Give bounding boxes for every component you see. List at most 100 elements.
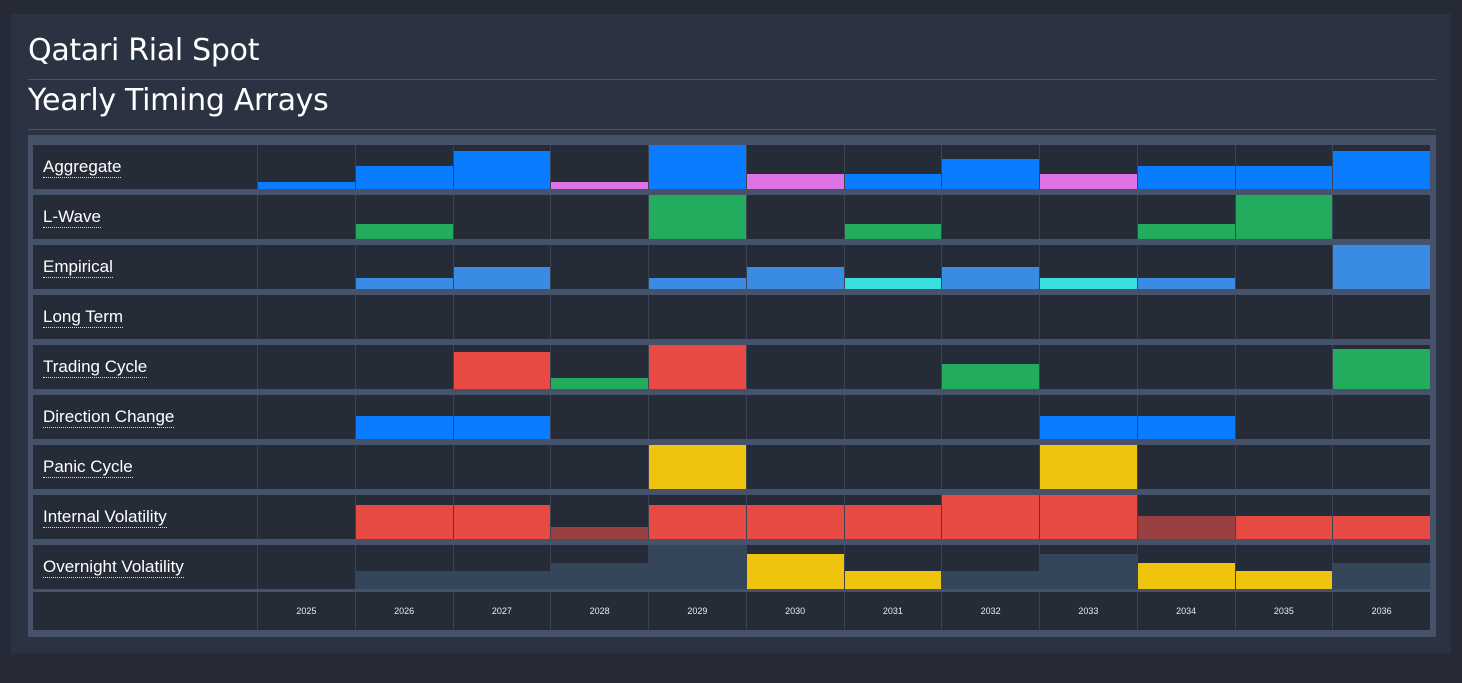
cell-long-term-2032 — [941, 295, 1039, 339]
cell-internal-volatility-2032 — [941, 495, 1039, 539]
row-label-long-term[interactable]: Long Term — [43, 295, 124, 339]
bar-overnight-volatility-2031[interactable] — [844, 570, 942, 589]
cell-internal-volatility-2033 — [1039, 495, 1137, 539]
bar-empirical-2030[interactable] — [746, 267, 844, 289]
bar-internal-volatility-2034[interactable] — [1137, 516, 1235, 539]
cell-direction-change-2029 — [648, 395, 746, 439]
bar-aggregate-2030[interactable] — [746, 174, 844, 189]
bar-trading-cycle-2027[interactable] — [453, 352, 551, 389]
bar-l-wave-2034[interactable] — [1137, 224, 1235, 239]
bar-empirical-2034[interactable] — [1137, 278, 1235, 289]
bar-overnight-volatility-2026[interactable] — [355, 570, 453, 589]
row-label-text: Direction Change — [43, 407, 175, 428]
bar-aggregate-2025[interactable] — [258, 181, 355, 189]
cell-aggregate-2028 — [550, 145, 648, 189]
row-empirical: Empirical — [33, 245, 1430, 289]
bar-l-wave-2026[interactable] — [355, 224, 453, 239]
bar-overnight-volatility-2032[interactable] — [942, 570, 1039, 589]
bar-internal-volatility-2036[interactable] — [1333, 516, 1430, 539]
row-label-l-wave[interactable]: L-Wave — [43, 195, 101, 239]
row-label-direction-change[interactable]: Direction Change — [43, 395, 175, 439]
bar-overnight-volatility-2029[interactable] — [649, 545, 746, 589]
bar-aggregate-2036[interactable] — [1333, 151, 1430, 189]
bar-panic-cycle-2033[interactable] — [1040, 445, 1137, 489]
bar-empirical-2033[interactable] — [1040, 278, 1137, 289]
cell-long-term-2031 — [843, 295, 942, 339]
bar-empirical-2029[interactable] — [649, 278, 746, 289]
bar-internal-volatility-2032[interactable] — [942, 495, 1039, 539]
cell-empirical-2025 — [257, 245, 355, 289]
bar-direction-change-2033[interactable] — [1040, 416, 1137, 439]
row-label-aggregate[interactable]: Aggregate — [43, 145, 122, 189]
bar-overnight-volatility-2030[interactable] — [746, 553, 844, 589]
row-label-trading-cycle[interactable]: Trading Cycle — [43, 345, 148, 389]
bar-empirical-2031[interactable] — [844, 278, 942, 289]
year-tick-label: 2036 — [1332, 592, 1430, 630]
cell-panic-cycle-2026 — [354, 445, 453, 489]
cell-l-wave-2036 — [1332, 195, 1430, 239]
bar-empirical-2036[interactable] — [1333, 245, 1430, 289]
cell-empirical-2035 — [1234, 245, 1333, 289]
bar-internal-volatility-2030[interactable] — [746, 505, 844, 539]
bar-direction-change-2034[interactable] — [1137, 416, 1235, 439]
bar-overnight-volatility-2034[interactable] — [1137, 563, 1235, 589]
bar-l-wave-2031[interactable] — [844, 224, 942, 239]
cell-empirical-2027 — [452, 245, 551, 289]
row-label-internal-volatility[interactable]: Internal Volatility — [43, 495, 167, 539]
bar-overnight-volatility-2033[interactable] — [1040, 553, 1137, 589]
row-overnight-volatility: Overnight Volatility — [33, 545, 1430, 589]
bar-l-wave-2029[interactable] — [649, 195, 746, 239]
row-label-text: Long Term — [43, 307, 124, 328]
bar-empirical-2026[interactable] — [355, 278, 453, 289]
bar-trading-cycle-2032[interactable] — [942, 363, 1039, 389]
bar-empirical-2032[interactable] — [942, 267, 1039, 289]
bar-internal-volatility-2035[interactable] — [1235, 516, 1333, 539]
bar-aggregate-2035[interactable] — [1235, 166, 1333, 189]
bar-direction-change-2027[interactable] — [453, 416, 551, 439]
bar-internal-volatility-2033[interactable] — [1040, 495, 1137, 539]
row-label-empirical[interactable]: Empirical — [43, 245, 113, 289]
bar-l-wave-2035[interactable] — [1235, 195, 1333, 239]
cell-long-term-2035 — [1234, 295, 1333, 339]
cell-trading-cycle-2025 — [257, 345, 355, 389]
row-label-text: L-Wave — [43, 207, 101, 228]
row-long-term: Long Term — [33, 295, 1430, 339]
row-label-text: Internal Volatility — [43, 507, 167, 528]
cell-direction-change-2035 — [1234, 395, 1333, 439]
bar-direction-change-2026[interactable] — [355, 416, 453, 439]
row-label-panic-cycle[interactable]: Panic Cycle — [43, 445, 133, 489]
bar-aggregate-2027[interactable] — [453, 151, 551, 189]
bar-overnight-volatility-2027[interactable] — [453, 570, 551, 589]
bar-trading-cycle-2029[interactable] — [649, 345, 746, 389]
bar-aggregate-2032[interactable] — [942, 159, 1039, 189]
row-trading-cycle: Trading Cycle — [33, 345, 1430, 389]
bar-empirical-2027[interactable] — [453, 267, 551, 289]
bar-internal-volatility-2027[interactable] — [453, 505, 551, 539]
bar-aggregate-2029[interactable] — [649, 145, 746, 189]
row-label-overnight-volatility[interactable]: Overnight Volatility — [43, 545, 184, 589]
cell-empirical-2029 — [648, 245, 746, 289]
bar-overnight-volatility-2028[interactable] — [551, 563, 648, 589]
bar-aggregate-2033[interactable] — [1040, 174, 1137, 189]
bar-overnight-volatility-2036[interactable] — [1333, 563, 1430, 589]
bar-aggregate-2031[interactable] — [844, 174, 942, 189]
bar-aggregate-2028[interactable] — [551, 181, 648, 189]
bar-trading-cycle-2028[interactable] — [551, 378, 648, 389]
timing-grid: Aggregate L-Wave Empirical Long Term Trading… — [28, 135, 1436, 637]
bar-trading-cycle-2036[interactable] — [1333, 348, 1430, 389]
bar-internal-volatility-2031[interactable] — [844, 505, 942, 539]
bar-panic-cycle-2029[interactable] — [649, 445, 746, 489]
bar-internal-volatility-2026[interactable] — [355, 505, 453, 539]
bar-aggregate-2026[interactable] — [355, 166, 453, 189]
bar-aggregate-2034[interactable] — [1137, 166, 1235, 189]
cell-aggregate-2025 — [257, 145, 355, 189]
bar-internal-volatility-2028[interactable] — [551, 527, 648, 539]
bar-internal-volatility-2029[interactable] — [649, 505, 746, 539]
cell-panic-cycle-2029 — [648, 445, 746, 489]
bar-overnight-volatility-2035[interactable] — [1235, 570, 1333, 589]
cell-overnight-volatility-2025 — [257, 545, 355, 589]
cell-empirical-2030 — [745, 245, 844, 289]
cell-trading-cycle-2035 — [1234, 345, 1333, 389]
cell-l-wave-2034 — [1136, 195, 1235, 239]
cell-trading-cycle-2028 — [550, 345, 648, 389]
